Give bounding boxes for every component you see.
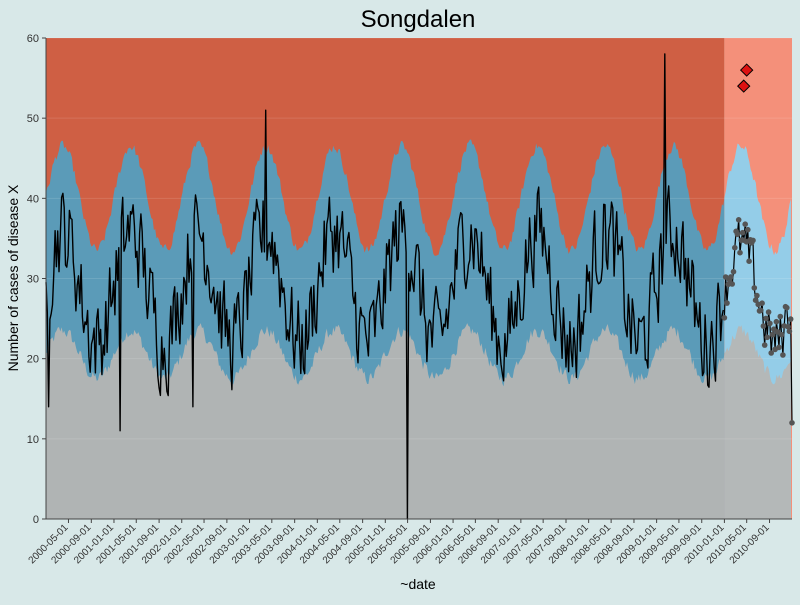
y-tick-label: 50 — [27, 113, 39, 125]
surveillance-point — [759, 300, 765, 307]
alerts — [737, 63, 754, 93]
y-tick-label: 20 — [27, 354, 39, 366]
surveillance-points — [721, 217, 795, 426]
surveillance-point — [734, 231, 741, 238]
surveillance-point — [773, 318, 780, 325]
surveillance-point — [777, 313, 784, 320]
surveillance-point — [776, 344, 782, 351]
y-tick-label: 40 — [27, 193, 39, 205]
surveillance-point — [751, 285, 758, 291]
surveillance-point — [752, 297, 759, 304]
surveillance-point — [787, 316, 794, 322]
surveillance-point — [778, 331, 785, 338]
surveillance-point — [746, 258, 752, 265]
surveillance-point — [769, 331, 776, 338]
surveillance-point — [745, 226, 751, 233]
chart-title: Songdalen — [361, 6, 476, 33]
surveillance-point — [729, 281, 735, 287]
x-axis-label: ~date — [400, 576, 436, 592]
surveillance-point — [780, 352, 786, 358]
y-tick-label: 10 — [27, 434, 39, 446]
surveillance-point — [764, 334, 771, 341]
observed-line-baseline — [45, 53, 724, 520]
surveillance-point — [735, 217, 742, 223]
baseline-bands — [46, 38, 725, 519]
surveillance-point — [750, 237, 756, 244]
surveillance-point — [761, 342, 768, 348]
baseline-low-band — [46, 323, 725, 519]
surveillance-point — [767, 320, 773, 327]
surveillance-point — [786, 328, 793, 335]
surveillance-low-band — [724, 325, 791, 519]
plot-area — [45, 37, 795, 520]
surveillance-point — [774, 329, 781, 335]
surveillance-point — [724, 300, 730, 306]
surveillance-point — [785, 324, 791, 330]
y-tick-label: 30 — [27, 274, 39, 286]
surveillance-point — [758, 307, 764, 314]
surveillance-point — [771, 326, 777, 333]
surveillance-point — [768, 350, 774, 356]
y-axis: 0 10 20 30 40 50 60 — [27, 33, 47, 526]
surveillance-point — [760, 323, 767, 329]
surveillance-point — [789, 420, 795, 426]
surveillance-point — [737, 249, 743, 256]
alert-marker — [739, 63, 754, 77]
y-tick-label: 0 — [33, 514, 39, 526]
x-axis: 2000-05-012000-09-012001-01-012001-05-01… — [27, 518, 792, 566]
surveillance-point — [730, 268, 737, 275]
surveillance-point — [742, 221, 748, 227]
surveillance-point — [721, 315, 728, 321]
surveillance-point — [732, 244, 738, 251]
y-tick-label: 60 — [27, 33, 39, 45]
surveillance-point — [784, 304, 790, 311]
surveillance-point — [765, 309, 772, 315]
surveillance-point — [728, 274, 734, 280]
alert-marker — [737, 79, 751, 93]
surveillance-point — [763, 315, 769, 322]
y-axis-label: Number of cases of disease X — [5, 184, 21, 371]
surveillance-point — [739, 229, 746, 236]
surveillance-bands — [724, 38, 792, 519]
surveillance-point — [754, 292, 760, 299]
surveillance-point — [722, 274, 729, 280]
